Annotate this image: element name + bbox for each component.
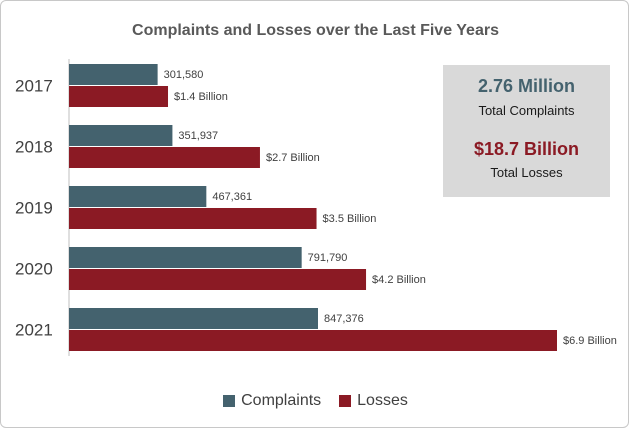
bar-losses-2021 [69, 330, 557, 351]
data-label-losses-2020: $4.2 Billion [372, 274, 426, 286]
legend: Complaints Losses [1, 392, 628, 410]
bar-complaints-2019 [69, 186, 207, 207]
legend-item-losses: Losses [339, 392, 408, 410]
bar-complaints-2021 [69, 308, 318, 329]
total-losses-value: $18.7 Billion [473, 139, 580, 159]
bar-complaints-2018 [69, 125, 173, 146]
bar-losses-2019 [69, 208, 317, 229]
bar-losses-2020 [69, 269, 367, 290]
category-label-2019: 2019 [15, 199, 53, 218]
data-label-losses-2017: $1.4 Billion [174, 91, 228, 103]
category-label-2017: 2017 [15, 77, 53, 96]
total-complaints-value: 2.76 Million [477, 76, 576, 96]
data-label-complaints-2021: 847,376 [324, 313, 364, 325]
data-label-complaints-2019: 467,361 [212, 191, 252, 203]
data-label-losses-2021: $6.9 Billion [563, 335, 617, 347]
category-label-2021: 2021 [15, 321, 53, 340]
legend-label-complaints: Complaints [241, 392, 322, 409]
data-label-complaints-2017: 301,580 [164, 69, 204, 81]
bar-losses-2018 [69, 147, 260, 168]
total-losses-label: Total Losses [490, 165, 563, 180]
bar-complaints-2017 [69, 64, 158, 85]
legend-item-complaints: Complaints [223, 392, 321, 410]
data-label-complaints-2018: 351,937 [178, 130, 218, 142]
legend-swatch-complaints [223, 395, 236, 407]
bar-complaints-2020 [69, 247, 302, 268]
total-complaints-label: Total Complaints [478, 103, 575, 118]
summary-box: 2.76 Million Total Complaints $18.7 Bill… [443, 65, 610, 197]
legend-label-losses: Losses [357, 392, 408, 409]
chart-title: Complaints and Losses over the Last Five… [132, 22, 499, 39]
category-label-2018: 2018 [15, 138, 53, 157]
data-label-losses-2019: $3.5 Billion [323, 213, 377, 225]
bar-losses-2017 [69, 86, 169, 107]
category-label-2020: 2020 [15, 260, 53, 279]
data-label-losses-2018: $2.7 Billion [266, 152, 320, 164]
data-label-complaints-2020: 791,790 [308, 252, 348, 264]
legend-swatch-losses [339, 395, 352, 407]
